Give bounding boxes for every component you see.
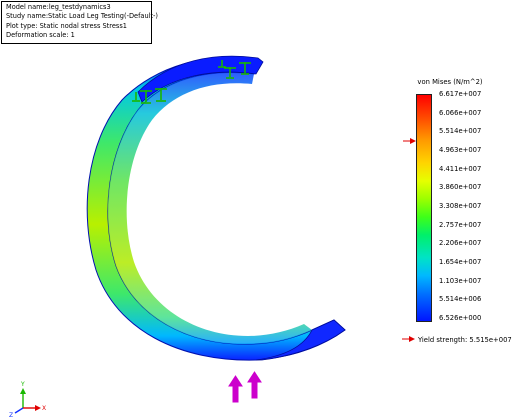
triad-z-label: Z [9,412,13,419]
legend-tick-label: 6.526e+000 [439,314,482,322]
legend-tick-label: 1.103e+007 [439,276,482,285]
load-arrow-icon [247,371,262,399]
legend-tick-label: 1.654e+007 [439,258,482,266]
yield-legend-arrow-icon [402,336,415,342]
legend-tick-label: 4.963e+007 [439,146,482,154]
plot-type-text: Plot type: Static nodal stress Stress1 [6,21,127,30]
fixture-icon [155,88,167,102]
fixture-icon-group-left [132,88,167,104]
legend-tick-label: 5.514e+007 [439,127,482,136]
legend-tick-label: 5.514e+006 [439,295,482,304]
deformation-scale-text: Deformation scale: 1 [6,31,75,40]
stress-colorbar [416,94,432,322]
legend-tick-label: 2.206e+007 [439,239,482,248]
study-name-text: Study name:Static Load Leg Testing(-Defa… [6,12,158,21]
triad-x-label: X [42,405,46,412]
legend-tick-label: 2.757e+007 [439,220,482,229]
fixture-icon [239,62,251,75]
load-arrow-group [228,371,262,403]
legend-tick-label: 4.411e+007 [439,164,482,173]
fixture-icon-group-top [218,60,251,79]
leg-part-bottom-cap [255,319,346,361]
fixture-icon [140,90,152,104]
legend-tick-label: 6.066e+007 [439,108,482,117]
yield-strength-label: Yield strength: 5.515e+007 [418,336,512,344]
model-name-text: Model name:leg_testdynamics3 [6,3,111,11]
fixture-icon [218,60,226,68]
legend-tick-label: 3.860e+007 [439,183,482,192]
fixture-icon [224,67,236,79]
coordinate-triad: Y X Z [9,381,46,419]
legend-title: von Mises (N/m^2) [417,78,483,86]
fixture-icon [132,92,140,102]
study-info-box: Model name:leg_testdynamics3 Study name:… [1,1,158,44]
triad-y-label: Y [20,381,25,388]
load-arrow-icon [228,375,243,403]
legend-tick-label: 6.617e+007 [439,90,482,98]
legend-tick-label: 3.308e+007 [439,202,482,210]
yield-marker-arrow-icon [403,138,416,144]
